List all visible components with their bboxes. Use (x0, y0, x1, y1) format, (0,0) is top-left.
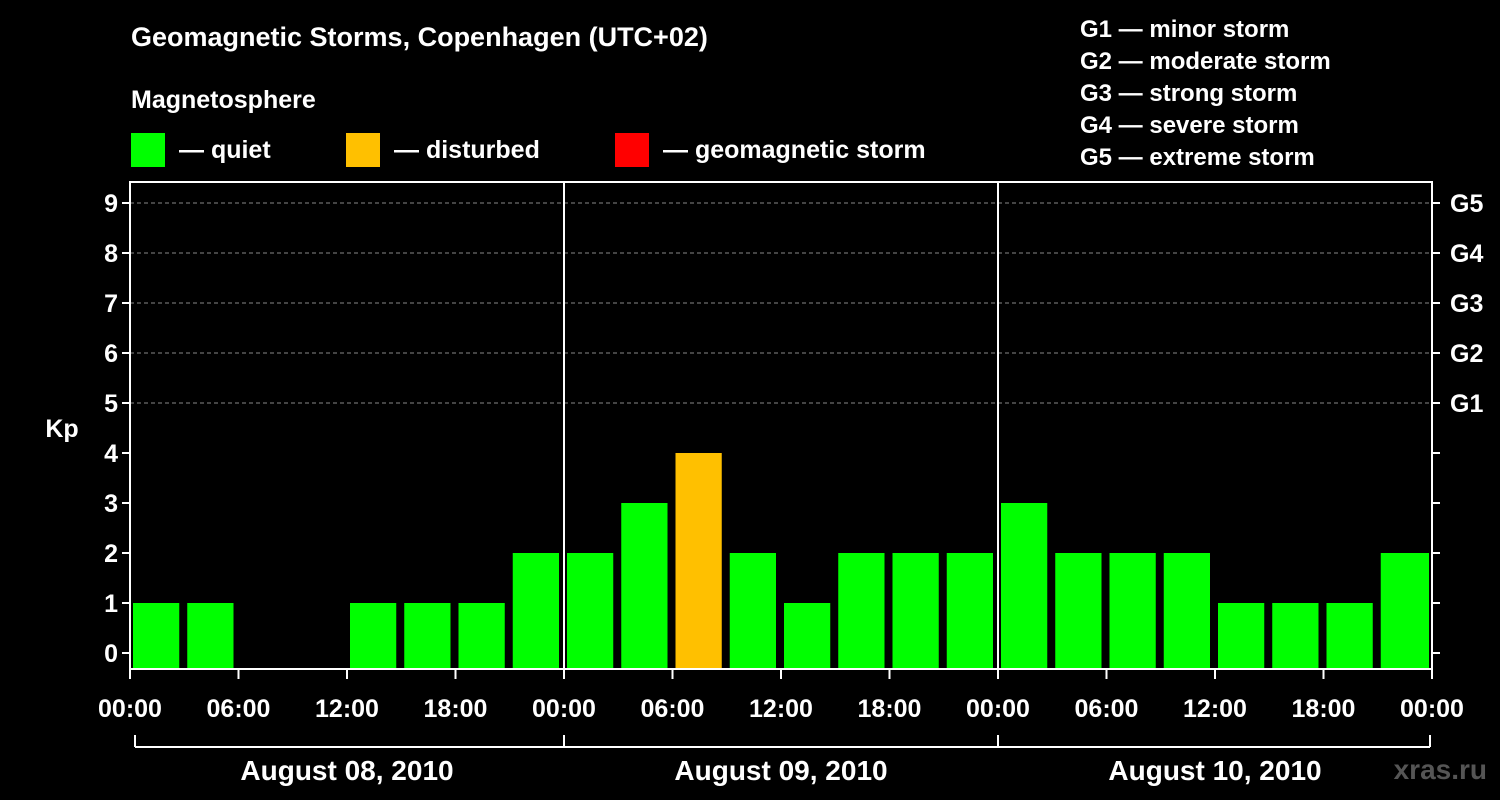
kp-bar (838, 553, 885, 669)
x-tick-label: 06:00 (1075, 695, 1139, 723)
x-tick-label: 00:00 (1400, 695, 1464, 723)
x-tick-label: 18:00 (1292, 695, 1356, 723)
kp-bar (187, 603, 234, 669)
kp-bar (784, 603, 831, 669)
day-label: August 09, 2010 (674, 755, 887, 786)
y-tick-label: 6 (104, 340, 118, 368)
kp-bar (1163, 553, 1210, 669)
y-tick-label: 7 (104, 290, 118, 318)
kp-bar (1218, 603, 1265, 669)
storm-scale-g2: G2 — moderate storm (1080, 48, 1331, 75)
kp-bar (512, 553, 559, 669)
y-tick-label: 9 (104, 190, 118, 218)
storm-scale-g4: G4 — severe storm (1080, 112, 1299, 139)
kp-bar (458, 603, 505, 669)
legend-item-quiet: — quiet (131, 133, 271, 167)
x-tick-label: 00:00 (966, 695, 1030, 723)
legend-label-quiet: — quiet (179, 135, 271, 164)
kp-bar (1109, 553, 1156, 669)
storm-scale-legend: G1 — minor storm G2 — moderate storm G3 … (1080, 14, 1331, 174)
kp-bar (350, 603, 397, 669)
legend-swatch-storm (615, 133, 649, 167)
kp-bar (675, 453, 722, 669)
kp-bar (567, 553, 614, 669)
watermark: xras.ru (1393, 754, 1487, 785)
x-tick-label: 12:00 (315, 695, 379, 723)
storm-scale-g5: G5 — extreme storm (1080, 144, 1315, 171)
g-scale-label: G2 (1450, 340, 1483, 368)
day-label: August 08, 2010 (240, 755, 453, 786)
x-tick-label: 06:00 (641, 695, 705, 723)
kp-bar (729, 553, 776, 669)
g-scale-label: G4 (1450, 240, 1483, 268)
y-tick-label: 3 (104, 490, 118, 518)
kp-bar (1272, 603, 1319, 669)
storm-scale-g1: G1 — minor storm (1080, 16, 1290, 43)
legend-label-disturbed: — disturbed (394, 135, 540, 164)
y-tick-label: 5 (104, 390, 118, 418)
storm-scale-g3: G3 — strong storm (1080, 80, 1298, 107)
kp-bar (1326, 603, 1373, 669)
x-tick-label: 06:00 (207, 695, 271, 723)
legend-item-storm: — geomagnetic storm (615, 133, 926, 167)
kp-bar (946, 553, 993, 669)
kp-bar (1055, 553, 1102, 669)
legend-label-storm: — geomagnetic storm (663, 135, 926, 164)
kp-bar (404, 603, 451, 669)
y-axis-label: Kp (45, 415, 78, 443)
day-label: August 10, 2010 (1108, 755, 1321, 786)
plot-frame (129, 181, 1433, 670)
g-scale-label: G1 (1450, 390, 1483, 418)
y-tick-label: 8 (104, 240, 118, 268)
kp-bar (1001, 503, 1048, 669)
kp-bar (892, 553, 939, 669)
kp-bar (133, 603, 180, 669)
y-tick-label: 0 (104, 640, 118, 668)
x-tick-label: 00:00 (532, 695, 596, 723)
chart-title: Geomagnetic Storms, Copenhagen (UTC+02) (131, 22, 708, 52)
g-scale-label: G5 (1450, 190, 1483, 218)
kp-bar (621, 503, 668, 669)
legend-swatch-quiet (131, 133, 165, 167)
x-tick-label: 00:00 (98, 695, 162, 723)
x-tick-label: 18:00 (858, 695, 922, 723)
kp-bar (1380, 553, 1429, 669)
y-tick-label: 2 (104, 540, 118, 568)
y-tick-label: 1 (104, 590, 118, 618)
x-tick-label: 12:00 (749, 695, 813, 723)
x-tick-label: 18:00 (424, 695, 488, 723)
x-tick-label: 12:00 (1183, 695, 1247, 723)
legend-item-disturbed: — disturbed (346, 133, 540, 167)
y-tick-label: 4 (104, 440, 118, 468)
legend-subtitle: Magnetosphere (131, 86, 316, 114)
g-scale-label: G3 (1450, 290, 1483, 318)
legend-swatch-disturbed (346, 133, 380, 167)
